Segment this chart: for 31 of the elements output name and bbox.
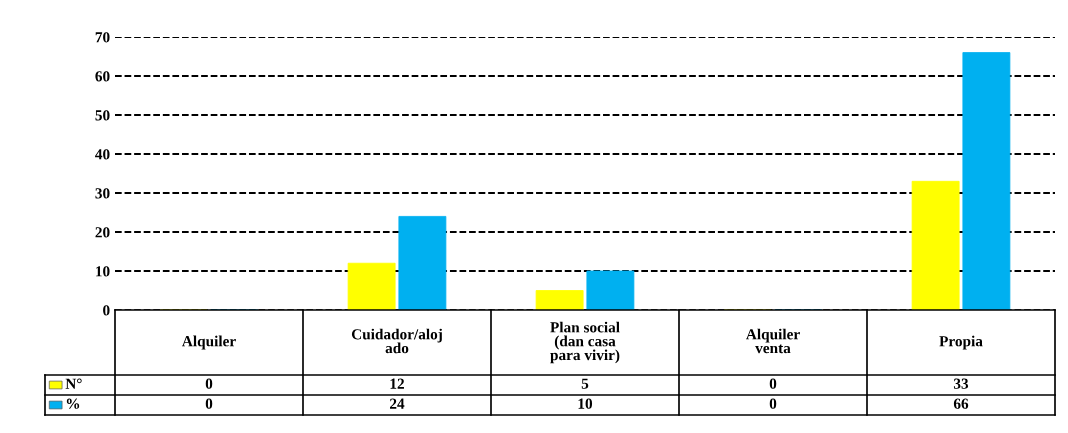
x-tick-label: Propia — [939, 335, 983, 350]
data-label: 0 — [205, 378, 213, 389]
x-tick-label: Plan social (dan casa para vivir) — [550, 321, 620, 364]
y-tick-label: 10 — [96, 266, 110, 277]
bar — [962, 52, 1011, 311]
bar — [535, 290, 584, 311]
data-label: 10 — [578, 398, 593, 409]
bar — [911, 180, 960, 311]
data-label: 0 — [769, 398, 777, 409]
y-tick-label: 30 — [95, 188, 110, 199]
y-tick-label: 50 — [95, 110, 110, 121]
data-label: 0 — [205, 398, 213, 409]
bar — [398, 216, 447, 311]
bar — [586, 270, 635, 311]
y-tick-label: 70 — [95, 32, 110, 43]
y-tick-label: 60 — [95, 71, 110, 82]
x-tick-label: Alquiler venta — [745, 328, 800, 354]
bar — [347, 262, 396, 311]
data-label: 66 — [953, 398, 969, 409]
y-tick-label: 40 — [95, 149, 110, 160]
x-tick-label: Alquiler — [181, 335, 236, 350]
data-label: 0 — [769, 378, 777, 389]
data-label: 33 — [953, 378, 969, 389]
data-label: 5 — [581, 378, 589, 389]
data-label: 12 — [390, 378, 404, 389]
legend-label: N° — [65, 378, 82, 389]
x-tick-label: Cuidador/alojado — [351, 328, 442, 354]
y-tick-label: 0 — [103, 305, 110, 316]
data-label: 24 — [390, 398, 405, 409]
legend-label: % — [66, 398, 80, 409]
y-tick-label: 20 — [95, 227, 110, 238]
